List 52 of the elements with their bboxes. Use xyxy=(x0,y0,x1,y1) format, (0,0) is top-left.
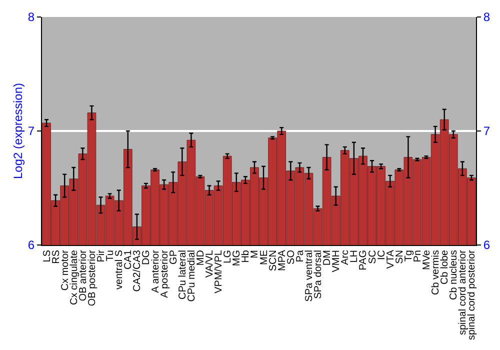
x-tick-label: Pa xyxy=(294,250,306,262)
y2-tick-label: 7 xyxy=(483,124,490,138)
x-tick-label: SC xyxy=(367,250,378,264)
x-tick-label: Cx cingulate xyxy=(68,250,80,306)
x-tick-label: Hb xyxy=(240,250,252,263)
x-tick-label: spinal cord posterior xyxy=(466,249,478,340)
x-tick-label: Pir xyxy=(96,249,108,262)
x-tick-label: M xyxy=(250,250,261,258)
x-tick-label: MD xyxy=(195,250,206,266)
x-tick-label: Cb lobe xyxy=(440,250,451,284)
x-tick-label: OB anterior xyxy=(78,249,89,302)
x-tick-label: CA2/CA3 xyxy=(132,250,144,292)
x-tick-label: MVe xyxy=(422,250,433,270)
x-tick-label: PAG xyxy=(358,250,370,270)
x-tick-label: Arc xyxy=(340,250,352,265)
x-tick-label: DM xyxy=(322,250,334,266)
x-tick-label: SPa dorsal xyxy=(313,250,324,299)
y-tick-label: 6 xyxy=(28,238,35,252)
x-tick-label: A anterior xyxy=(150,249,162,293)
x-tick-label: LS xyxy=(42,250,53,262)
x-tick-label: DG xyxy=(141,250,152,265)
x-tick-label: IC xyxy=(376,250,388,260)
x-tick-label: SCN xyxy=(268,250,279,272)
x-tick-label: LH xyxy=(349,250,360,263)
y-tick-label: 7 xyxy=(28,124,35,138)
x-tick-label: CPu lateral xyxy=(177,250,188,300)
x-tick-label: SN xyxy=(394,250,406,264)
x-tick-label: Tg xyxy=(403,250,414,262)
x-tick-label: LG xyxy=(222,250,234,264)
x-tick-label: spinal cord anterior xyxy=(458,249,469,336)
y-tick-label: 8 xyxy=(28,10,35,24)
x-tick-label: VMH xyxy=(331,250,342,272)
x-tick-label: Cb nucleus xyxy=(448,250,460,300)
x-tick-label: SPa ventral xyxy=(304,250,315,302)
x-tick-label: SO xyxy=(286,250,297,264)
x-tick-label: VPM/VPL xyxy=(214,250,225,294)
x-tick-label: CPu medial xyxy=(186,250,198,302)
x-tick-label: A posterior xyxy=(159,249,170,298)
y2-tick-label: 6 xyxy=(483,238,490,252)
x-tick-label: ME xyxy=(258,250,270,265)
x-tick-label: OB posterior xyxy=(86,249,98,306)
x-tick-label: GP xyxy=(168,250,180,264)
x-tick-label: ventral S xyxy=(114,250,126,290)
x-tick-label: VTA xyxy=(385,250,396,269)
y2-tick-label: 8 xyxy=(483,10,490,24)
y-axis-title: Log2 (expression) xyxy=(11,82,26,180)
x-tick-label: RS xyxy=(50,250,62,264)
x-tick-label: MPA xyxy=(276,250,288,271)
x-tick-label: Cx motor xyxy=(60,249,71,291)
x-tick-label: CA1 xyxy=(123,250,134,270)
x-tick-label: Tu xyxy=(105,250,116,262)
x-tick-label: Pn xyxy=(412,250,424,262)
